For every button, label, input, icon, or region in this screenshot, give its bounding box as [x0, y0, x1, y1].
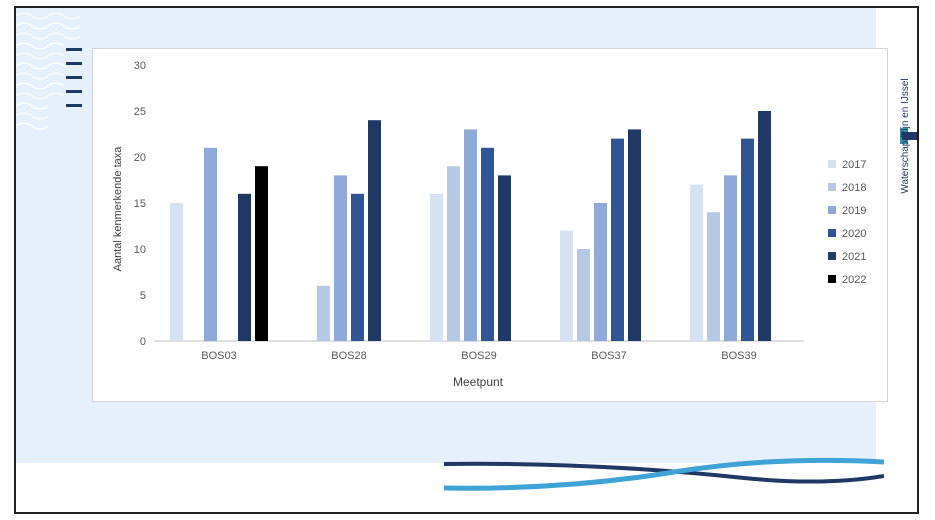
bar-BOS28-2020	[351, 193, 364, 341]
bar-BOS29-2020	[481, 147, 494, 341]
legend-swatch	[828, 206, 836, 214]
bar-BOS03-2021	[238, 193, 251, 341]
dash-marks-icon	[66, 48, 82, 107]
bar-BOS28-2019	[334, 175, 347, 341]
y-tick-label: 5	[140, 290, 146, 302]
bar-BOS29-2021	[498, 175, 511, 341]
bar-BOS37-2021	[628, 129, 641, 341]
logo-text: Waterschap Rijn en IJssel	[900, 78, 911, 193]
x-tick-label: BOS28	[331, 350, 366, 362]
x-tick-label: BOS29	[461, 350, 496, 362]
bar-BOS39-2020	[741, 138, 754, 341]
logo: Waterschap Rijn en IJssel	[888, 48, 917, 228]
y-tick-label: 15	[134, 198, 146, 210]
y-tick-label: 25	[134, 106, 146, 118]
legend-swatch	[828, 229, 836, 237]
legend-swatch	[828, 275, 836, 283]
y-tick-label: 10	[134, 244, 146, 256]
chart-panel: 0 5 10 15 20 25 30 BOS03 BOS28 BOS29 BOS37 BOS39 201…	[92, 48, 888, 402]
bar-BOS03-2019	[204, 147, 217, 341]
bar-BOS03-2017	[170, 203, 183, 341]
y-tick-label: 20	[134, 152, 146, 164]
x-tick-label: BOS39	[721, 350, 756, 362]
bar-BOS37-2020	[611, 138, 624, 341]
legend-label: 2021	[842, 251, 866, 263]
legend-label: 2019	[842, 205, 866, 217]
x-axis-label: Meetpunt	[453, 375, 504, 389]
bar-BOS37-2019	[594, 203, 607, 341]
bar-chart: 0 5 10 15 20 25 30 BOS03 BOS28 BOS29 BOS37 BOS39 201…	[112, 60, 866, 389]
bar-BOS37-2017	[560, 230, 573, 341]
bar-BOS29-2017	[430, 193, 443, 341]
bar-BOS39-2021	[758, 111, 771, 341]
bar-BOS28-2021	[368, 120, 381, 341]
x-tick-label: BOS37	[591, 350, 626, 362]
y-axis-label: Aantal kenmerkende taxa	[112, 146, 124, 272]
legend-swatch	[828, 160, 836, 168]
bar-BOS03-2022	[255, 166, 268, 341]
bar-BOS37-2018	[577, 249, 590, 341]
legend-swatch	[828, 252, 836, 260]
y-tick-label: 30	[134, 60, 146, 72]
waterboard-logo-icon: Waterschap Rijn en IJssel	[900, 78, 917, 194]
bar-BOS39-2018	[707, 212, 720, 341]
bottom-wave-icon	[444, 457, 884, 491]
slide-frame: 0 5 10 15 20 25 30 BOS03 BOS28 BOS29 BOS37 BOS39 201…	[14, 6, 919, 514]
bar-BOS29-2018	[447, 166, 460, 341]
legend-label: 2018	[842, 182, 866, 194]
legend-label: 2017	[842, 159, 866, 171]
bar-BOS39-2017	[690, 184, 703, 341]
wave-pattern-icon	[16, 12, 81, 130]
legend-label: 2022	[842, 274, 866, 286]
legend-swatch	[828, 183, 836, 191]
x-tick-label: BOS03	[201, 350, 236, 362]
y-tick-label: 0	[140, 336, 146, 348]
bar-BOS29-2019	[464, 129, 477, 341]
bar-BOS28-2018	[317, 285, 330, 341]
bar-BOS39-2019	[724, 175, 737, 341]
legend-label: 2020	[842, 228, 866, 240]
